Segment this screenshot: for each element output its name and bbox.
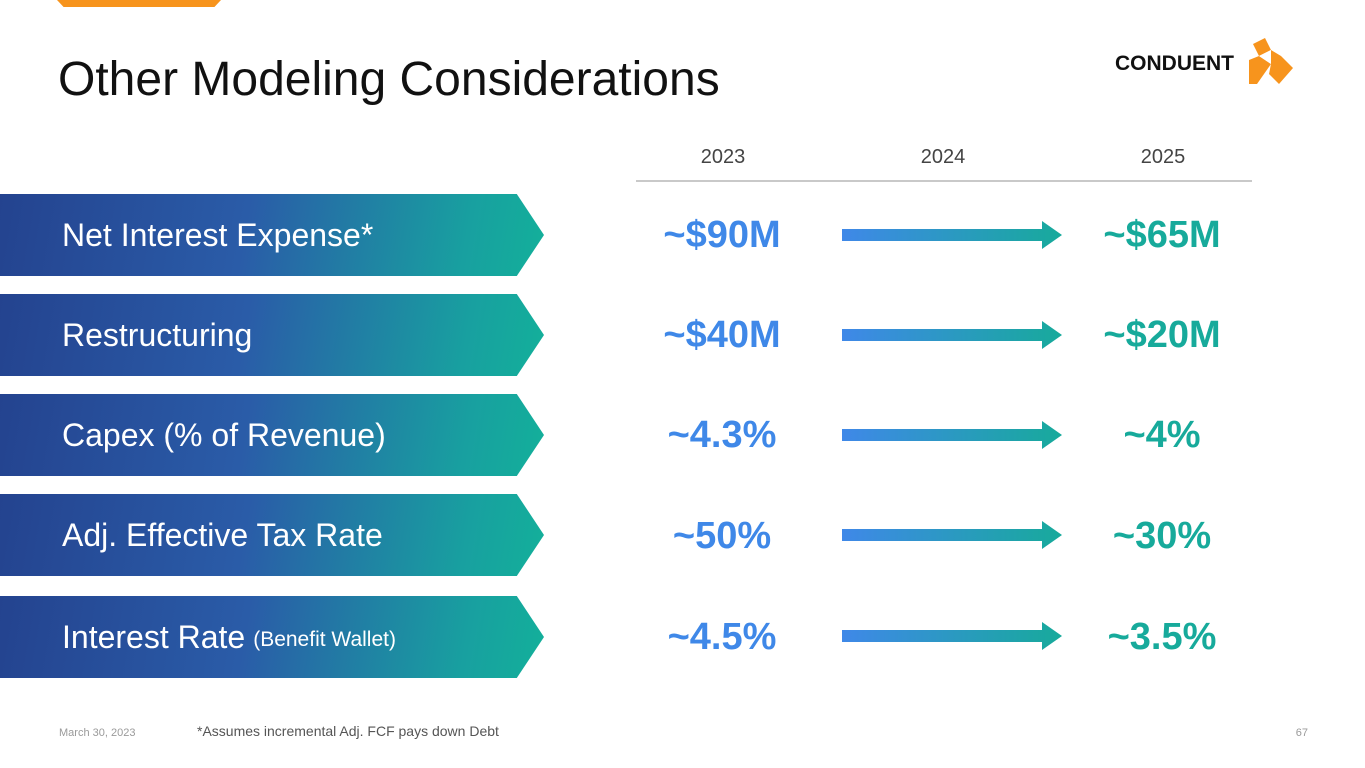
row-label-text: Interest Rate bbox=[62, 618, 246, 655]
slide-title: Other Modeling Considerations bbox=[58, 53, 720, 106]
value-2025-tax-rate: ~30% bbox=[1112, 515, 1212, 557]
footnote: *Assumes incremental Adj. FCF pays down … bbox=[197, 723, 499, 739]
value-2023-capex: ~4.3% bbox=[667, 414, 777, 456]
row-label-text: Net Interest Expense* bbox=[62, 216, 374, 253]
row-label-adj-effective-tax-rate: Adj. Effective Tax Rate bbox=[0, 494, 544, 576]
year-header-2023: 2023 bbox=[700, 146, 746, 168]
value-2025-restructuring: ~$20M bbox=[1103, 314, 1221, 356]
year-header-2025: 2025 bbox=[1140, 146, 1186, 168]
arrow-right-icon bbox=[842, 521, 1062, 549]
row-label-restructuring: Restructuring bbox=[0, 294, 544, 376]
value-2025-net-interest-expense: ~$65M bbox=[1103, 214, 1221, 256]
arrow-right-icon bbox=[842, 421, 1062, 449]
logo-wordmark: CONDUENT bbox=[1115, 52, 1234, 75]
value-2023-net-interest-expense: ~$90M bbox=[663, 214, 781, 256]
row-label-interest-rate: Interest Rate (Benefit Wallet) bbox=[0, 596, 544, 678]
row-label-text: Adj. Effective Tax Rate bbox=[62, 516, 383, 553]
value-2023-interest-rate: ~4.5% bbox=[667, 616, 777, 658]
value-2025-capex: ~4% bbox=[1123, 414, 1201, 456]
header-divider bbox=[636, 180, 1252, 182]
value-2023-tax-rate: ~50% bbox=[672, 515, 772, 557]
arrow-right-icon bbox=[842, 221, 1062, 249]
arrow-right-icon bbox=[842, 622, 1062, 650]
value-2023-restructuring: ~$40M bbox=[663, 314, 781, 356]
year-header-2024: 2024 bbox=[920, 146, 966, 168]
row-label-subtext: (Benefit Wallet) bbox=[253, 628, 396, 651]
row-label-capex: Capex (% of Revenue) bbox=[0, 394, 544, 476]
conduent-logo: CONDUENT bbox=[1115, 38, 1295, 88]
row-label-text: Capex (% of Revenue) bbox=[62, 416, 386, 453]
row-label-net-interest-expense: Net Interest Expense* bbox=[0, 194, 544, 276]
arrow-right-icon bbox=[842, 321, 1062, 349]
top-accent-bar bbox=[57, 0, 221, 7]
logo-mark-icon bbox=[1249, 38, 1293, 84]
page-number: 67 bbox=[1295, 727, 1308, 739]
value-2025-interest-rate: ~3.5% bbox=[1107, 616, 1217, 658]
footer-date: March 30, 2023 bbox=[59, 727, 136, 739]
row-label-text: Restructuring bbox=[62, 316, 253, 353]
